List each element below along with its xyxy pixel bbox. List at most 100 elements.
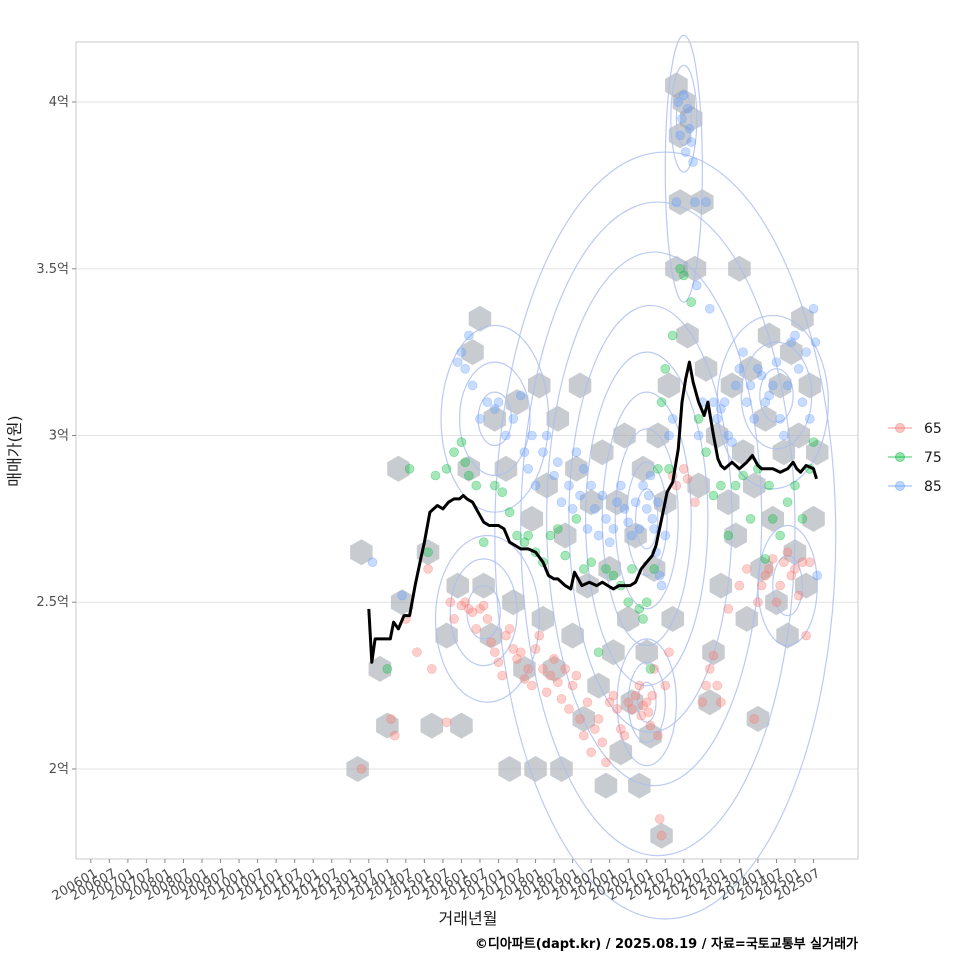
point-series-65 <box>538 664 548 674</box>
point-series-65 <box>647 690 658 701</box>
y-tick-label: 2억 <box>49 762 69 777</box>
point-series-85 <box>623 517 634 527</box>
point-series-85 <box>515 390 526 401</box>
legend-key-point <box>895 423 905 433</box>
y-tick-label: 3.5억 <box>36 262 69 277</box>
point-series-85 <box>675 130 685 141</box>
point-series-75 <box>382 664 393 674</box>
density-contour <box>759 368 794 423</box>
point-series-85 <box>527 430 537 441</box>
point-series-85 <box>704 303 715 314</box>
hexbin-cell <box>676 322 699 349</box>
point-series-75 <box>404 464 415 474</box>
point-series-75 <box>586 557 596 568</box>
point-series-85 <box>597 490 608 501</box>
hexbin-cell <box>668 122 692 149</box>
point-series-65 <box>630 690 641 701</box>
hexbin-cell <box>698 689 721 716</box>
x-axis: 2006012006072007012007072008012008072009… <box>50 859 823 904</box>
point-series-85 <box>482 397 493 407</box>
point-series-65 <box>501 630 511 641</box>
point-series-85 <box>779 430 789 441</box>
point-series-85 <box>760 397 771 407</box>
point-series-65 <box>734 580 745 591</box>
point-series-75 <box>449 447 459 457</box>
point-series-65 <box>549 654 559 664</box>
density-contour <box>614 428 679 610</box>
point-series-65 <box>575 714 585 724</box>
legend: 65 75 85 <box>888 421 942 495</box>
point-series-65 <box>356 764 367 774</box>
point-series-65 <box>645 720 656 731</box>
point-series-85 <box>616 480 626 491</box>
hexbin-cell <box>568 372 592 399</box>
point-series-65 <box>412 647 422 658</box>
point-series-65 <box>636 710 646 721</box>
point-series-75 <box>730 480 741 491</box>
point-series-85 <box>549 470 559 481</box>
point-series-65 <box>786 570 797 581</box>
point-series-65 <box>556 694 567 704</box>
point-series-65 <box>586 747 596 758</box>
point-series-85 <box>630 497 641 507</box>
point-series-75 <box>723 530 734 541</box>
point-series-65 <box>423 564 433 574</box>
point-series-85 <box>647 514 658 524</box>
point-series-85 <box>660 530 671 541</box>
hexbin-cell <box>554 522 577 549</box>
point-series-85 <box>745 380 756 391</box>
point-series-65 <box>512 654 522 664</box>
point-series-75 <box>464 470 474 481</box>
density-contour <box>434 534 540 703</box>
point-series-85 <box>671 197 682 207</box>
point-series-85 <box>708 397 719 407</box>
point-series-85 <box>656 580 667 591</box>
point-series-85 <box>767 380 778 391</box>
point-series-85 <box>764 390 774 401</box>
point-series-65 <box>449 614 459 624</box>
hexbin-cell <box>535 472 558 499</box>
hexbin-cell <box>683 255 707 282</box>
point-series-65 <box>638 700 648 711</box>
point-series-65 <box>545 670 556 681</box>
point-series-65 <box>805 557 815 568</box>
hexbin-cell <box>450 712 473 739</box>
density-contour <box>546 251 763 787</box>
point-series-85 <box>612 497 622 507</box>
point-series-75 <box>471 480 482 491</box>
point-series-85 <box>719 397 730 407</box>
point-series-65 <box>445 597 456 608</box>
hexbin-cell <box>468 305 492 332</box>
y-axis: 2억 2.5억 3억 3.5억 4억 <box>36 95 76 777</box>
point-series-85 <box>608 524 619 534</box>
point-series-85 <box>730 380 741 391</box>
point-series-75 <box>545 530 556 541</box>
point-series-65 <box>679 464 689 474</box>
point-series-85 <box>653 497 663 507</box>
point-series-65 <box>641 697 652 708</box>
hexbin-cell <box>717 489 740 516</box>
point-series-65 <box>649 664 659 674</box>
point-series-75 <box>478 537 489 548</box>
hexbin-cell <box>602 639 625 666</box>
point-series-75 <box>627 564 637 574</box>
point-series-85 <box>701 197 711 207</box>
hexbin-cell <box>505 389 529 416</box>
point-series-85 <box>808 303 819 314</box>
point-series-75 <box>578 564 589 574</box>
point-series-75 <box>667 330 678 341</box>
hexbin-cell <box>376 712 399 739</box>
hexbin-cell <box>661 605 684 632</box>
point-series-85 <box>654 570 665 581</box>
hexbin-cell <box>802 505 825 532</box>
point-series-65 <box>527 680 537 691</box>
hexbin-cell <box>780 339 803 366</box>
hexbin-cell <box>461 339 484 366</box>
hexbin-cell <box>746 705 770 732</box>
point-series-85 <box>738 347 748 357</box>
hexbin-cell <box>502 589 525 616</box>
point-series-75 <box>623 597 634 608</box>
point-series-85 <box>684 123 695 134</box>
point-series-85 <box>586 480 596 491</box>
point-series-75 <box>745 514 756 524</box>
